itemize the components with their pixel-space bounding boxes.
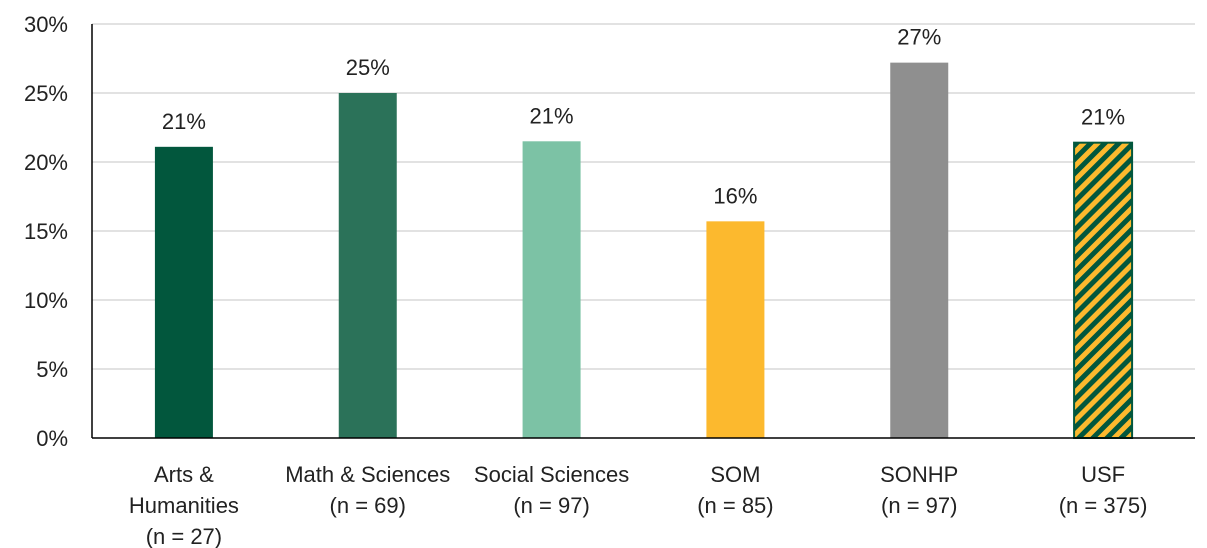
category-label: SONHP [880,462,958,487]
category-label: (n = 375) [1059,493,1148,518]
category-label: (n = 27) [146,524,222,548]
data-label: 27% [897,25,941,50]
bar [155,147,213,438]
bar [890,63,948,438]
y-tick-label: 5% [36,357,68,382]
category-label: (n = 69) [330,493,406,518]
x-axis: Arts & Humanities (n = 27) Math & Sciences (… [92,438,1195,548]
y-axis: 0% 5% 10% 15% 20% 25% 30% [24,12,92,451]
y-tick-label: 10% [24,288,68,313]
bars [155,63,1132,438]
bar [706,221,764,438]
bar [523,141,581,438]
data-labels: 21% 25% 21% 16% 27% 21% [162,25,1125,209]
category-label: (n = 85) [697,493,773,518]
y-tick-label: 30% [24,12,68,37]
category-label: Arts & [154,462,214,487]
y-tick-label: 0% [36,426,68,451]
category-label: SOM [710,462,760,487]
category-label: (n = 97) [513,493,589,518]
gridlines [92,24,1195,369]
y-tick-label: 15% [24,219,68,244]
y-tick-label: 25% [24,81,68,106]
data-label: 16% [713,183,757,208]
y-tick-label: 20% [24,150,68,175]
category-label: Social Sciences [474,462,629,487]
category-label: Humanities [129,493,239,518]
data-label: 21% [530,103,574,128]
bar [339,93,397,438]
bar [1074,143,1132,438]
category-label: Math & Sciences [285,462,450,487]
data-label: 21% [162,109,206,134]
category-label: (n = 97) [881,493,957,518]
data-label: 25% [346,55,390,80]
data-label: 21% [1081,105,1125,130]
category-label: USF [1081,462,1125,487]
